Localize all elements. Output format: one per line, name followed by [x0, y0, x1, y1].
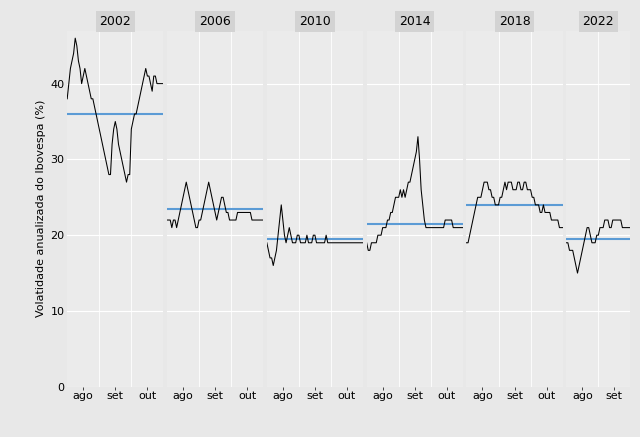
Title: 2006: 2006	[199, 15, 231, 28]
Y-axis label: Volatidade anualizada do Ibovespa (%): Volatidade anualizada do Ibovespa (%)	[36, 100, 46, 317]
Title: 2018: 2018	[499, 15, 531, 28]
Title: 2014: 2014	[399, 15, 431, 28]
Title: 2022: 2022	[582, 15, 614, 28]
Title: 2002: 2002	[99, 15, 131, 28]
Title: 2010: 2010	[299, 15, 331, 28]
